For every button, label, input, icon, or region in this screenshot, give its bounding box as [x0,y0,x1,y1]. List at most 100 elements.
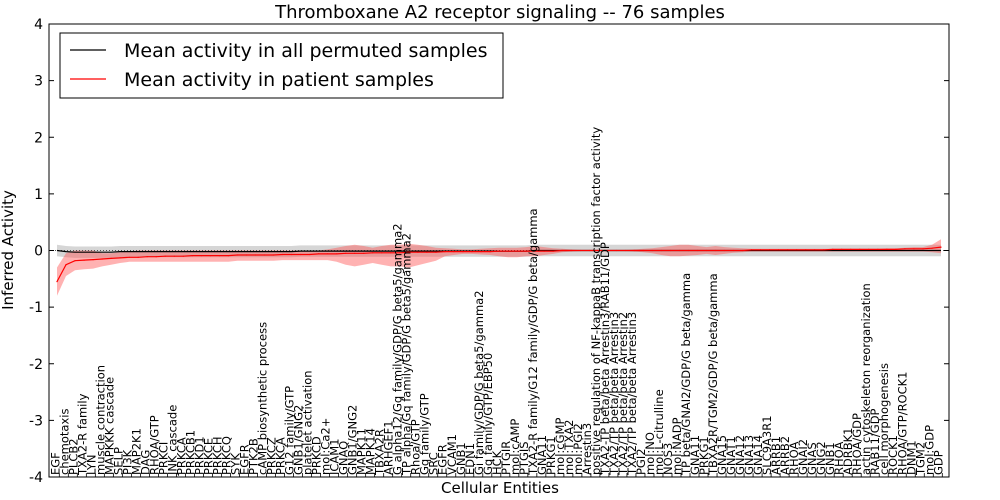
x-category-label: Gi family/GDP/G beta5/gamma2 [472,290,486,475]
x-category-label: JNK cascade [165,405,179,476]
point-patient-94 [904,248,906,250]
x-category-label: GNB1 [454,442,468,475]
point-patient-93 [895,248,897,250]
point-patient-85 [823,249,825,251]
x-category-label: RHOA/GTP [147,415,161,475]
point-patient-36 [381,252,383,254]
x-category-label: TBXA2R/TGM2/GDP/G beta/gamma [706,273,720,476]
point-patient-68 [669,249,672,252]
point-patient-8 [128,256,130,258]
point-patient-32 [345,252,347,254]
y-tick-label: 3 [34,74,43,90]
x-category-label: TGM2 [913,442,927,476]
x-category-label: GNB1 [823,442,837,475]
x-category-label: PRKG1 [544,436,558,475]
x-category-label: PI3K [120,449,134,475]
y-tick-label: 0 [34,244,43,260]
point-patient-37 [390,252,392,254]
point-patient-22 [254,254,256,256]
x-category-label: MAP2K1 [129,428,143,475]
point-patient-31 [336,253,338,255]
point-patient-79 [769,249,771,251]
point-patient-43 [444,251,446,253]
x-category-label: PRKCZ [265,437,279,475]
x-category-label: GNB1/GNG2 [292,405,306,475]
x-category-label: mol:NADP [670,417,684,475]
point-patient-83 [805,249,807,251]
point-patient-16 [200,255,202,257]
x-category-label: GNA11 [535,435,549,475]
y-tick-label: 2 [34,130,43,146]
point-patient-73 [714,249,717,252]
point-patient-69 [678,249,681,252]
point-patient-96 [922,248,924,250]
x-category-label: RHOA [832,442,846,475]
point-patient-76 [742,249,744,252]
y-tick-label: -1 [29,300,43,316]
x-category-label: mol:PGI2 [571,423,585,475]
point-patient-61 [606,249,608,252]
x-category-label: mol:cAMP [508,419,522,475]
x-category-label: PRKG1 [697,436,711,475]
x-category-label: RHOA/GTP/ROCK1 [895,372,909,476]
x-category-label: ROCK1 [886,435,900,475]
x-category-label: mol:L-citrulline [652,389,666,475]
point-patient-1 [65,264,67,266]
x-category-label: GNA14 [751,435,765,475]
point-patient-35 [372,252,374,254]
x-category-label: G alpha12/Gq family/GDP/G beta5/gamma2 [391,223,405,475]
x-category-label: PRKCI [156,442,170,475]
x-category-label: SRC [427,452,441,475]
legend: Mean activity in all permuted samples Me… [59,32,504,99]
x-category-label: GNA15 [715,435,729,475]
x-category-label: PTGIS [517,441,531,475]
x-category-label: ARRB1 [769,436,783,475]
point-patient-44 [453,251,455,253]
point-patient-4 [92,259,94,261]
x-category-label: PRKCD [310,436,324,475]
x-category-label: mol:NO [643,432,657,475]
point-patient-40 [417,251,419,253]
x-category-label: cAMP biosynthetic process [256,322,270,475]
point-patient-70 [687,249,690,252]
x-category-label: Gq family/GTP/EBP50 [481,353,495,475]
point-patient-53 [534,250,536,252]
series-lines [49,246,949,283]
x-category-label: GNAT1 [724,436,738,475]
point-patient-89 [859,248,861,250]
x-category-label: GNB1/GNG2 [346,405,360,475]
x-category-label: mol:GDP [922,425,936,475]
x-category-label: Rhoa/GTP [409,419,423,475]
x-category-label: TXA2-TP beta/beta Arrestin3/RAB11/GDP [598,242,612,476]
point-patient-92 [886,248,888,250]
x-category-label: RHOA [787,442,801,475]
point-patient-24 [272,254,275,256]
x-category-label: cell morphogenesis [877,363,891,475]
point-patient-7 [119,257,121,259]
point-patient-26 [290,253,293,256]
point-patient-25 [281,253,284,256]
point-patient-46 [471,251,473,253]
point-patient-67 [660,249,663,252]
x-category-label: PTGIR [499,441,513,475]
y-tick-label: 1 [34,187,43,203]
point-patient-39 [408,251,410,253]
x-category-label: GNG2 [814,441,828,475]
point-patient-20 [236,254,238,256]
x-category-label: ARHGEF1 [382,420,396,475]
point-patient-62 [615,249,617,252]
x-category-label: PLCB2 [66,438,80,475]
point-patient-14 [182,255,184,257]
x-category-label: DAG [138,450,152,475]
point-patient-23 [263,254,266,256]
point-patient-45 [462,251,464,253]
point-patient-51 [516,250,518,252]
point-patient-48 [489,251,491,253]
point-patient-10 [146,256,148,258]
x-category-label: PRKCH [211,436,225,475]
point-patient-98 [940,246,942,248]
x-category-label: SLC9A3R1 [760,415,774,475]
y-tick-label: -4 [29,470,43,486]
point-patient-11 [155,256,157,258]
